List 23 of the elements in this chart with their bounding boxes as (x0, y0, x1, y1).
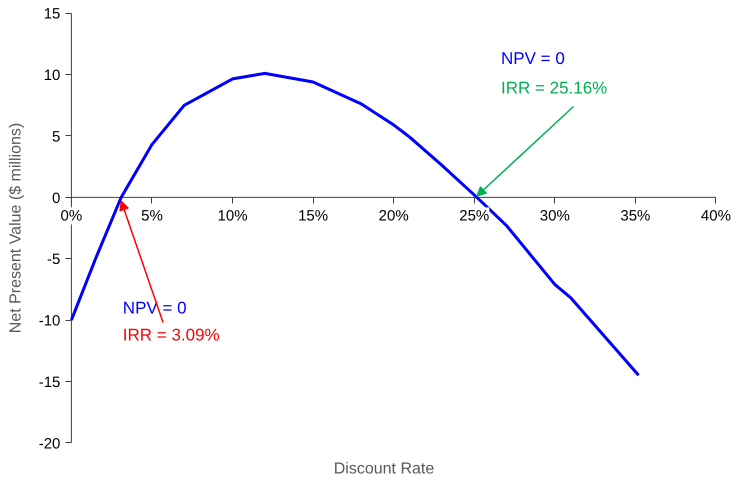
x-tick-label: 20% (378, 207, 409, 224)
annotation: NPV = 0 (500, 49, 565, 68)
y-tick-label: -10 (38, 312, 60, 330)
y-tick-label: -5 (47, 251, 60, 268)
y-axis-title: Net Present Value ($ millions) (8, 122, 24, 334)
x-tick-label: 35% (620, 207, 650, 224)
x-tick-label: 25% (459, 207, 490, 224)
y-tick-label: 15 (44, 6, 60, 23)
y-tick-label: 10 (44, 67, 60, 84)
y-tick-label: -15 (38, 374, 60, 391)
x-axis-title: Discount Rate (334, 460, 434, 478)
y-tick-label: -20 (38, 435, 60, 452)
x-tick-label: 15% (298, 207, 328, 224)
annotation: NPV = 0 (122, 298, 187, 318)
x-tick-label: 5% (141, 207, 163, 224)
annotation: IRR = 3.09% (122, 325, 220, 344)
y-tick-label: 0 (52, 190, 60, 207)
x-tick-label: 0% (60, 207, 82, 224)
annotation: IRR = 25.16% (500, 78, 608, 98)
x-tick-label: 30% (540, 207, 570, 224)
y-tick-label: 5 (52, 128, 60, 146)
x-tick-label: 10% (218, 207, 248, 224)
x-tick-label: 40% (700, 207, 731, 224)
